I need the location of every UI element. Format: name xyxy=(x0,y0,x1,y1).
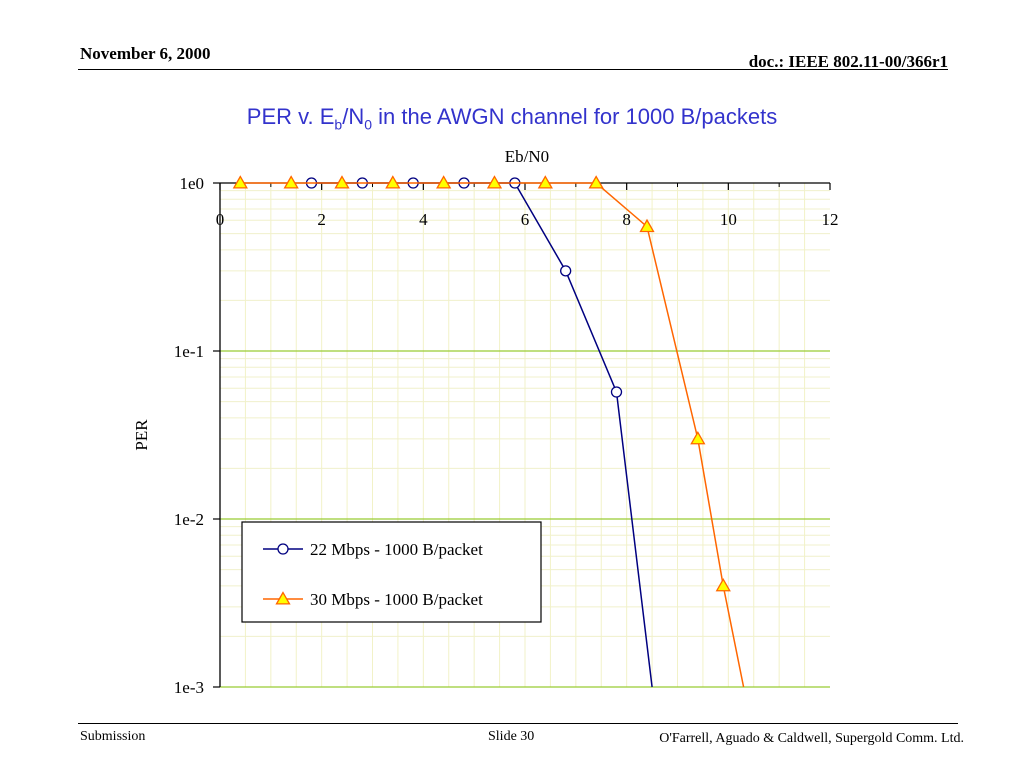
footer-authors: O'Farrell, Aguado & Caldwell, Supergold … xyxy=(659,731,964,746)
x-tick-label: 4 xyxy=(419,210,428,229)
data-point xyxy=(639,218,655,233)
data-point xyxy=(588,175,604,189)
y-tick-label: 1e-3 xyxy=(174,678,204,697)
data-point xyxy=(436,175,452,189)
slide-title: PER v. Eb/N0 in the AWGN channel for 100… xyxy=(0,104,1024,132)
y-axis-label: PER xyxy=(132,419,151,451)
y-tick-label: 1e-2 xyxy=(174,510,204,529)
title-part-3: in the AWGN channel for 1000 B/packets xyxy=(372,104,778,129)
series-line xyxy=(240,182,745,688)
data-point xyxy=(334,175,350,189)
x-axis-label: Eb/N0 xyxy=(505,147,549,166)
y-tick-label: 1e0 xyxy=(179,174,204,193)
title-part-2: /N xyxy=(342,104,365,129)
x-tick-label: 8 xyxy=(622,210,631,229)
x-tick-label: 0 xyxy=(216,210,225,229)
y-tick-label: 1e-1 xyxy=(174,342,204,361)
footer-divider xyxy=(78,723,958,724)
data-point xyxy=(690,431,706,445)
data-point xyxy=(486,175,503,189)
x-tick-label: 10 xyxy=(720,210,737,229)
data-point xyxy=(283,175,299,189)
x-tick-label: 12 xyxy=(822,210,839,229)
legend-marker xyxy=(277,543,289,555)
title-part-1: PER v. E xyxy=(246,104,335,129)
data-point xyxy=(610,386,623,398)
x-tick-label: 6 xyxy=(521,210,530,229)
legend-box xyxy=(241,521,542,623)
data-point xyxy=(537,175,553,189)
slide-date: November 6, 2000 xyxy=(80,44,211,63)
legend-label: 22 Mbps - 1000 B/packet xyxy=(310,540,483,559)
footer-submission: Submission xyxy=(80,729,146,744)
series-2 xyxy=(232,175,745,688)
legend-marker xyxy=(275,591,291,605)
title-sub-0: 0 xyxy=(364,116,373,133)
data-point xyxy=(232,175,248,189)
header-divider xyxy=(78,69,948,70)
data-point xyxy=(385,175,401,189)
doc-id: doc.: IEEE 802.11-00/366r1 xyxy=(748,52,948,71)
footer-slide-number: Slide 30 xyxy=(488,729,535,744)
data-point xyxy=(560,265,572,277)
data-point xyxy=(715,578,731,592)
x-tick-label: 2 xyxy=(317,210,326,229)
legend-label: 30 Mbps - 1000 B/packet xyxy=(310,590,483,609)
legend: 22 Mbps - 1000 B/packet 30 Mbps - 1000 B/… xyxy=(241,521,542,623)
title-sub-b: b xyxy=(334,116,343,133)
